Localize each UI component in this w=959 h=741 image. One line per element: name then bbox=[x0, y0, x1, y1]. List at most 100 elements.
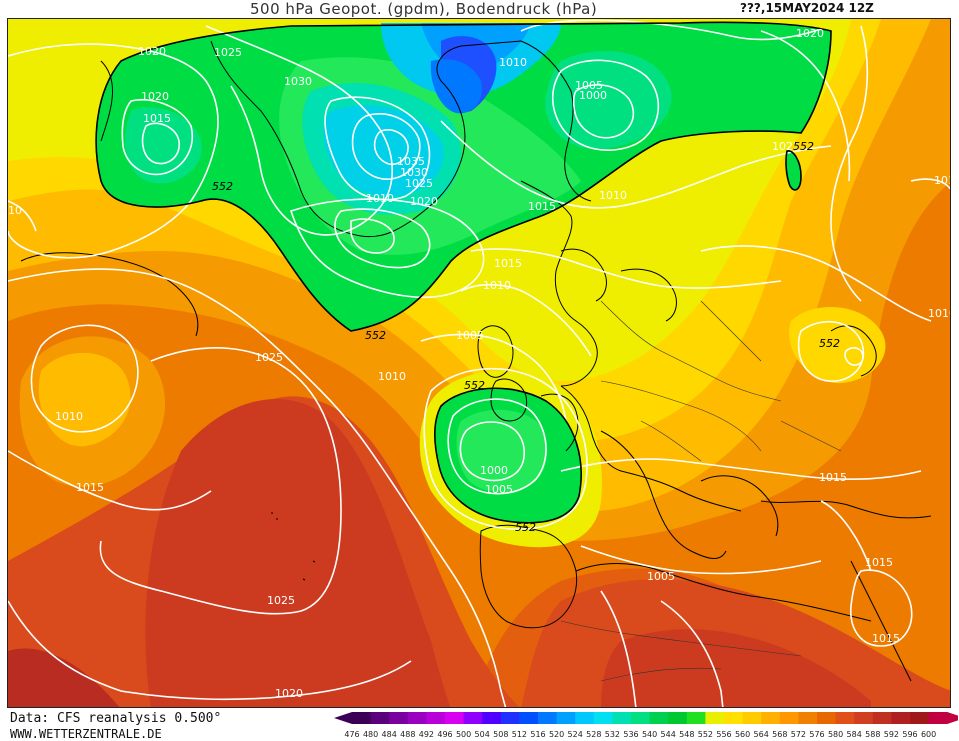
legend-cell bbox=[482, 712, 502, 724]
geopotential-label: 552 bbox=[464, 379, 485, 392]
legend-tick-label: 532 bbox=[605, 730, 620, 739]
legend-cell bbox=[798, 712, 818, 724]
geopotential-label: 552 bbox=[365, 329, 386, 342]
isobar-label: 1015 bbox=[819, 471, 847, 484]
fill-green-n bbox=[545, 51, 672, 150]
isobar-label: 1015 bbox=[528, 200, 556, 213]
legend-cell bbox=[705, 712, 725, 724]
isobar-label: 1020 bbox=[410, 195, 438, 208]
legend-cell bbox=[779, 712, 799, 724]
isobar-label: 1020 bbox=[796, 27, 824, 40]
isobar-label: 1010 bbox=[499, 56, 527, 69]
legend-cell bbox=[463, 712, 483, 724]
legend-tick-label: 476 bbox=[344, 730, 359, 739]
legend-tick-label: 492 bbox=[419, 730, 434, 739]
fill-green-w bbox=[125, 107, 202, 184]
legend-tick-label: 588 bbox=[865, 730, 880, 739]
isobar-label: 1000 bbox=[480, 464, 508, 477]
legend-tick-label: 552 bbox=[698, 730, 713, 739]
legend-cell bbox=[575, 712, 595, 724]
color-legend: 476 480 484 488 492 496 500 504 508 512 516 520 524 5… bbox=[334, 712, 958, 739]
legend-cell bbox=[593, 712, 613, 724]
isobar-label: 1035 bbox=[397, 155, 425, 168]
legend-cell bbox=[556, 712, 576, 724]
legend-tick-label: 500 bbox=[456, 730, 471, 739]
legend-tick-label: 512 bbox=[512, 730, 527, 739]
legend-cell bbox=[872, 712, 892, 724]
legend-tick-label: 592 bbox=[884, 730, 899, 739]
geopotential-label: 552 bbox=[819, 337, 840, 350]
legend-tick-label: 520 bbox=[549, 730, 564, 739]
legend-tick-label: 540 bbox=[642, 730, 657, 739]
fill-cutoff-548 bbox=[456, 409, 548, 493]
legend-cell bbox=[538, 712, 558, 724]
isobar-label: 1025 bbox=[255, 351, 283, 364]
legend-cell bbox=[407, 712, 427, 724]
legend-cell bbox=[389, 712, 409, 724]
legend-tick-label: 536 bbox=[623, 730, 638, 739]
fill-low-north4 bbox=[430, 59, 482, 114]
legend-cell bbox=[519, 712, 539, 724]
legend-cell bbox=[370, 712, 390, 724]
color-legend-ticks: 476 480 484 488 492 496 500 504 508 512 516 520 524 5… bbox=[344, 730, 936, 739]
isobar-label: 1010 bbox=[928, 307, 951, 320]
isobar-label: 1010 bbox=[483, 279, 511, 292]
fill-584b bbox=[601, 629, 871, 707]
legend-arrow-right bbox=[947, 712, 958, 724]
data-source-label: Data: CFS reanalysis 0.500° bbox=[10, 711, 222, 726]
geopotential-label: 552 bbox=[515, 521, 536, 534]
isobar-label: 1010 bbox=[366, 192, 394, 205]
legend-cell bbox=[649, 712, 669, 724]
isobar-label: 1010 bbox=[55, 410, 83, 423]
legend-cell bbox=[724, 712, 744, 724]
legend-tick-label: 580 bbox=[828, 730, 843, 739]
legend-tick-label: 496 bbox=[437, 730, 452, 739]
fill-584 bbox=[145, 399, 451, 707]
legend-cell bbox=[891, 712, 911, 724]
isobars bbox=[8, 19, 950, 707]
legend-cell bbox=[928, 712, 948, 724]
legend-tick-label: 528 bbox=[586, 730, 601, 739]
isobar-label: 1010 bbox=[378, 370, 406, 383]
isobar-label: 1030 bbox=[284, 75, 312, 88]
legend-tick-label: 488 bbox=[400, 730, 415, 739]
legend-cell bbox=[426, 712, 446, 724]
isobar-label: 1020 bbox=[141, 90, 169, 103]
legend-tick-label: 484 bbox=[382, 730, 397, 739]
legend-cell bbox=[835, 712, 855, 724]
geopotential-label: 552 bbox=[212, 180, 233, 193]
fill-564b bbox=[38, 352, 131, 447]
isobar-label: 1015 bbox=[76, 481, 104, 494]
isobar-label: 1020 bbox=[275, 687, 303, 700]
legend-cell bbox=[668, 712, 688, 724]
legend-tick-label: 576 bbox=[809, 730, 824, 739]
isobar-label: 1005 bbox=[456, 329, 484, 342]
isobar-label: 1010 bbox=[599, 189, 627, 202]
weather-map: 1020 1025 1030 1020 1015 1010 1005 1000 … bbox=[7, 18, 951, 708]
isobar-labels: 1020 1025 1030 1020 1015 1010 1005 1000 … bbox=[8, 27, 951, 700]
isobar-label: 1025 bbox=[214, 46, 242, 59]
isobar-label: 1025 bbox=[405, 177, 433, 190]
legend-tick-label: 600 bbox=[921, 730, 936, 739]
legend-cell bbox=[500, 712, 520, 724]
legend-tick-label: 556 bbox=[716, 730, 731, 739]
legend-tick-label: 480 bbox=[363, 730, 378, 739]
fill-540 bbox=[323, 105, 444, 197]
legend-tick-label: 544 bbox=[661, 730, 676, 739]
isobar-label: 10 bbox=[8, 204, 22, 217]
isobar-label: 1030 bbox=[400, 166, 428, 179]
map-date: ???,15MAY2024 12Z bbox=[740, 1, 874, 15]
isobar-label: 1015 bbox=[143, 112, 171, 125]
isobar-label: 101 bbox=[934, 174, 951, 187]
isobar-label: 1005 bbox=[485, 483, 513, 496]
map-canvas: 1020 1025 1030 1020 1015 1010 1005 1000 … bbox=[8, 19, 951, 707]
map-title: 500 hPa Geopot. (gpdm), Bodendruck (hPa) bbox=[250, 0, 598, 18]
legend-cell bbox=[686, 712, 706, 724]
legend-cell bbox=[631, 712, 651, 724]
contour-552 bbox=[95, 21, 832, 524]
legend-tick-label: 548 bbox=[679, 730, 694, 739]
legend-tick-label: 568 bbox=[772, 730, 787, 739]
legend-tick-label: 584 bbox=[847, 730, 862, 739]
coastlines bbox=[20, 40, 932, 682]
legend-cell bbox=[817, 712, 837, 724]
